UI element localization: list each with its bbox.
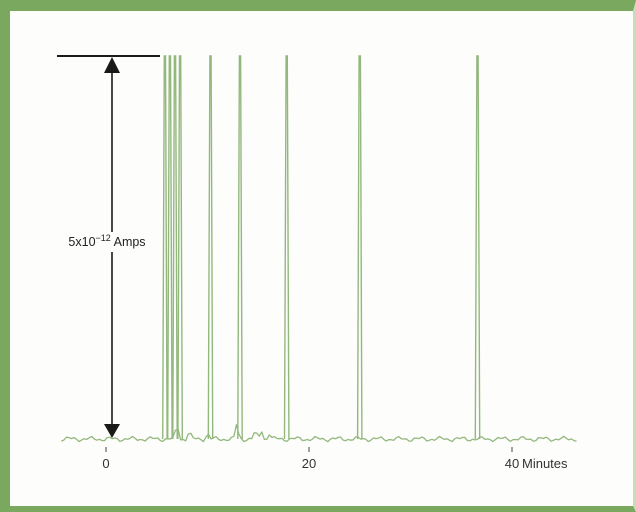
series-trace — [61, 424, 577, 443]
peak-2 — [167, 55, 173, 440]
peak-7 — [283, 55, 290, 440]
x-tick-label-40: 40 — [505, 456, 519, 471]
peak-5 — [207, 55, 214, 440]
scale-unit: Amps — [114, 235, 146, 249]
peak-3 — [172, 55, 178, 440]
peak-6 — [237, 55, 243, 440]
x-axis-label: Minutes — [522, 456, 568, 471]
scale-exponent: −12 — [96, 233, 111, 243]
peak-1 — [162, 55, 168, 440]
amplitude-scale-bar: 5x10−12 Amps — [50, 55, 166, 438]
x-axis-ticks: 0 20 40 — [102, 447, 519, 471]
arrow-up-icon — [104, 57, 120, 73]
peak-4 — [177, 55, 183, 440]
peak-8 — [356, 55, 363, 440]
scale-label: 5x10−12 Amps — [68, 233, 145, 249]
peak-9 — [474, 55, 481, 440]
scale-base: 5x10 — [68, 235, 95, 249]
x-tick-label-0: 0 — [102, 456, 109, 471]
arrow-down-icon — [104, 424, 120, 438]
x-tick-label-20: 20 — [302, 456, 316, 471]
peak-group — [162, 55, 481, 440]
scale-label-background — [50, 232, 166, 252]
